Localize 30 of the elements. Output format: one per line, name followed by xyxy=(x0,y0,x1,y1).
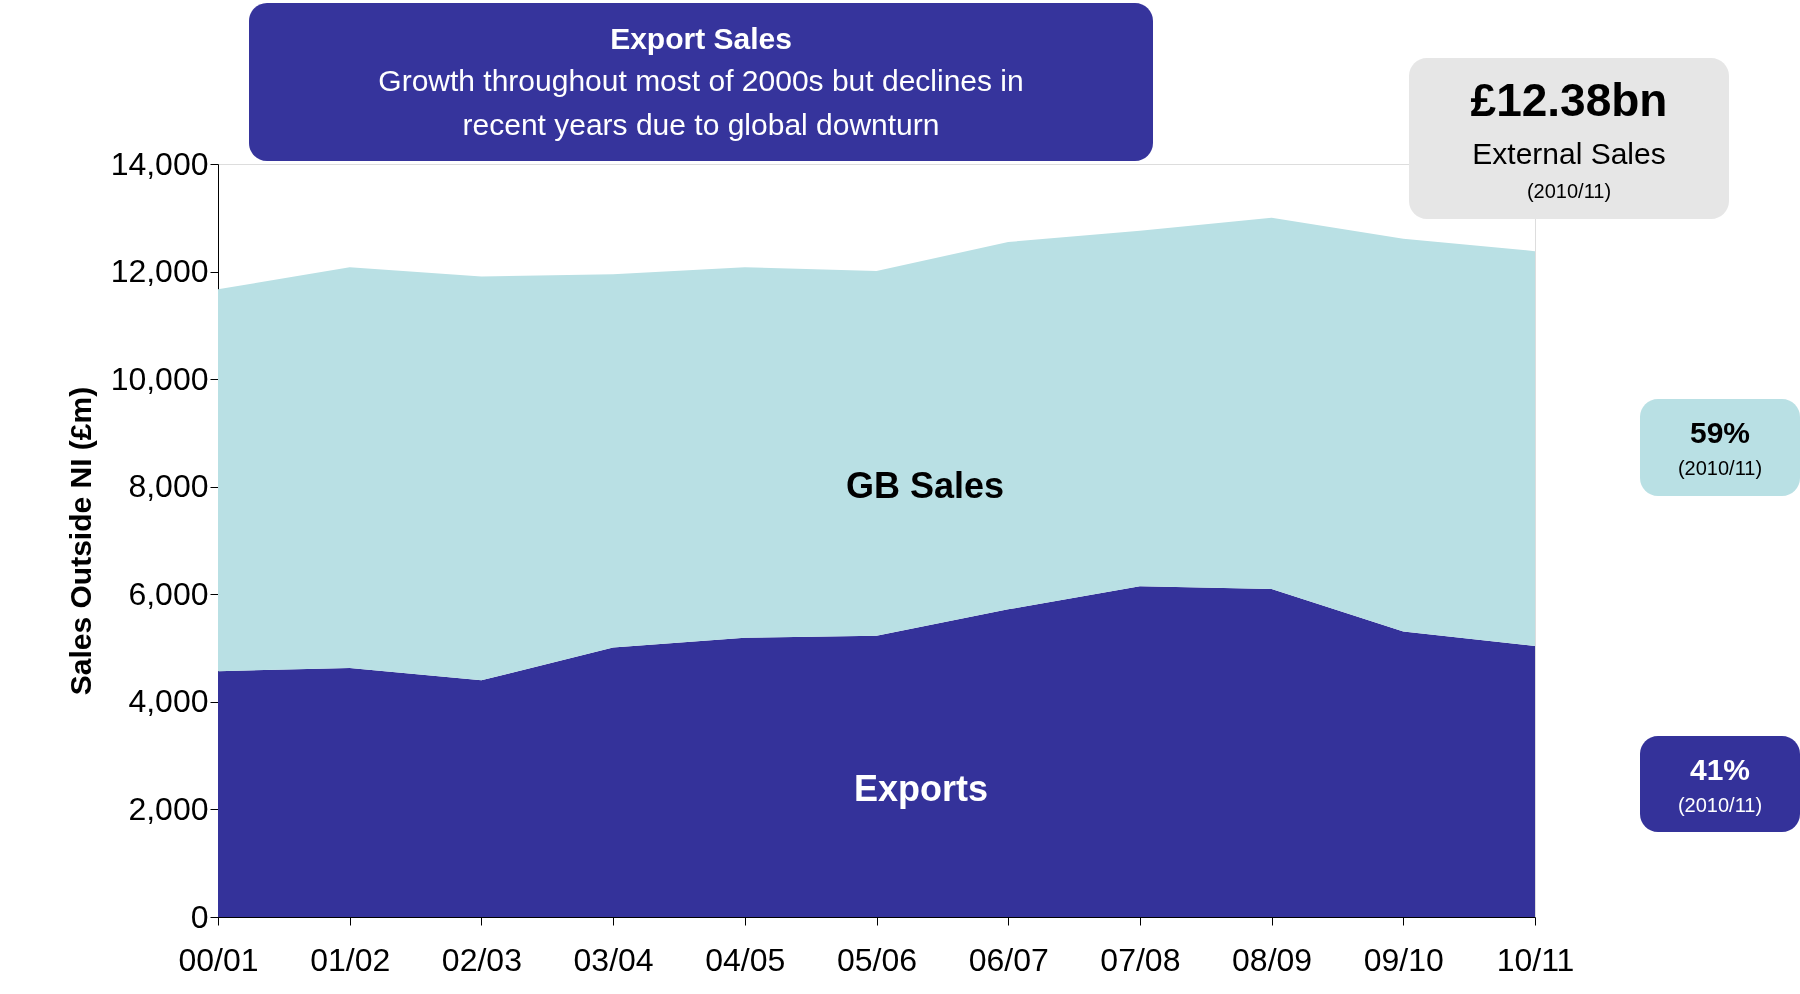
y-tick-label: 12,000 xyxy=(110,253,209,290)
y-tick-label: 4,000 xyxy=(128,683,209,720)
y-tick-label: 14,000 xyxy=(110,145,209,182)
x-tick-label: 09/10 xyxy=(1363,941,1444,978)
text: 41% xyxy=(1689,753,1751,786)
x-tick-label: 03/04 xyxy=(573,941,654,978)
chart-subtitle: Growth throughout most of 2000s but declines in recent years due to global downturn xyxy=(378,64,1024,141)
x-tick-label: 08/09 xyxy=(1232,941,1313,978)
x-tick-label: 04/05 xyxy=(705,941,786,978)
y-tick-label: 2,000 xyxy=(128,790,209,827)
text: (2010/11) xyxy=(1677,794,1763,816)
series-label: GB Sales xyxy=(845,465,1005,506)
x-tick-label: 07/08 xyxy=(1100,941,1181,978)
chart-title: Export Sales xyxy=(610,22,792,55)
text: (2010/11) xyxy=(1677,457,1763,479)
x-tick-label: 01/02 xyxy=(310,941,391,978)
x-tick-label: 06/07 xyxy=(968,941,1049,978)
x-tick-label: 00/01 xyxy=(178,941,259,978)
x-tick-label: 05/06 xyxy=(836,941,918,978)
y-axis-title: Sales Outside NI (£m) xyxy=(63,386,97,696)
y-tick-label: 10,000 xyxy=(110,360,209,397)
y-tick-label: 6,000 xyxy=(128,575,209,612)
x-tick-label: 10/11 xyxy=(1496,941,1575,978)
text: £12.38bn xyxy=(1470,74,1668,126)
text: 59% xyxy=(1689,416,1751,449)
x-tick-label: 02/03 xyxy=(441,941,522,978)
y-tick-label: 8,000 xyxy=(128,468,209,505)
annotation: (2010/11) xyxy=(1526,180,1612,202)
y-tick-label: 0 xyxy=(190,898,209,935)
annotation: External Sales xyxy=(1472,137,1666,170)
